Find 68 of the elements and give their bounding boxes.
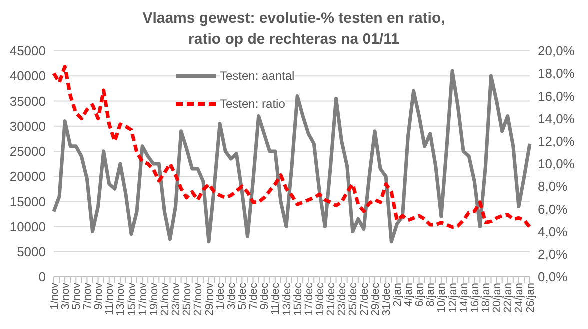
y2-tick-label: 4,0% <box>538 224 568 240</box>
x-tick-label: 31/dec <box>380 282 393 316</box>
x-tick-label: 19/nov <box>148 282 160 316</box>
legend-label: Testen: aantal <box>220 69 295 83</box>
x-tick-label: 7/nov <box>82 282 94 310</box>
x-tick-label: 13/dec <box>281 282 294 316</box>
y-tick-label: 20000 <box>10 169 46 184</box>
x-tick-label: 9/dec <box>259 282 272 310</box>
y2-tick-label: 12,0% <box>538 134 576 150</box>
x-tick-label: 1/dec <box>214 282 227 310</box>
y2-tick-label: 20,0% <box>538 44 576 59</box>
y2-tick-label: 0,0% <box>538 270 568 285</box>
y-tick-label: 30000 <box>10 118 46 134</box>
y-tick-label: 5000 <box>17 244 46 260</box>
x-tick-label: 29/nov <box>204 282 216 316</box>
x-tick-label: 21/nov <box>160 282 172 316</box>
x-tick-label: 9/nov <box>93 282 106 310</box>
x-tick-label: 23/dec <box>336 282 349 316</box>
legend-label: Testen: ratio <box>220 97 286 111</box>
y2-tick-label: 18,0% <box>538 66 576 82</box>
x-tick-label: 20/jan <box>492 283 504 313</box>
x-tick-label: 11/dec <box>270 282 282 316</box>
y2-tick-label: 6,0% <box>538 202 568 217</box>
x-tick-label: 15/dec <box>292 282 304 316</box>
x-tick-label: 5/dec <box>236 282 249 310</box>
x-tick-label: 16/jan <box>469 283 482 313</box>
y2-tick-label: 8,0% <box>538 179 568 194</box>
y-tick-label: 25000 <box>10 144 46 160</box>
x-tick-label: 29/dec <box>370 282 382 316</box>
x-tick-label: 27/nov <box>192 282 205 316</box>
y2-tick-label: 2,0% <box>538 247 568 262</box>
y-tick-label: 0 <box>38 270 46 285</box>
x-tick-label: 6/jan <box>414 283 426 307</box>
x-tick-label: 23/nov <box>170 282 183 316</box>
y-tick-label: 35000 <box>10 94 46 109</box>
x-tick-label: 21/dec <box>326 282 338 316</box>
x-tick-label: 25/dec <box>348 282 360 316</box>
x-tick-label: 3/dec <box>226 282 238 310</box>
x-tick-label: 4/jan <box>403 283 416 307</box>
x-tick-label: 10/jan <box>436 283 448 313</box>
y-tick-label: 15000 <box>10 194 46 210</box>
x-tick-label: 17/nov <box>137 282 150 316</box>
y-tick-label: 45000 <box>10 44 46 59</box>
x-tick-label: 5/nov <box>70 282 83 310</box>
x-tick-label: 26/jan <box>524 283 537 313</box>
x-tick-label: 19/dec <box>314 282 326 316</box>
x-tick-label: 12/jan <box>447 283 460 313</box>
x-tick-label: 22/jan <box>502 283 515 313</box>
y2-tick-label: 10,0% <box>538 156 576 172</box>
x-tick-label: 14/jan <box>458 283 470 313</box>
y2-tick-label: 16,0% <box>538 88 576 104</box>
y2-tick-label: 14,0% <box>538 111 576 126</box>
x-tick-label: 13/nov <box>115 282 128 316</box>
x-tick-label: 15/nov <box>126 282 138 316</box>
x-tick-label: 3/nov <box>60 282 72 310</box>
chart-title: Vlaams gewest: evolutie-% testen en ratio, ratio op de rechteras na 01/11 <box>142 9 446 48</box>
x-tick-label: 1/nov <box>48 282 61 310</box>
x-tick-label: 18/jan <box>480 283 493 313</box>
x-tick-label: 11/nov <box>104 282 116 316</box>
x-tick-label: 17/dec <box>303 282 316 316</box>
y-tick-label: 40000 <box>10 68 46 84</box>
x-tick-label: 24/jan <box>514 283 526 313</box>
x-tick-label: 7/dec <box>248 282 260 310</box>
y-tick-label: 10000 <box>10 219 46 234</box>
x-tick-label: 2/jan <box>392 283 404 307</box>
x-tick-label: 25/nov <box>182 282 194 316</box>
x-tick-label: 27/dec <box>358 282 371 316</box>
x-tick-label: 8/jan <box>425 283 438 307</box>
